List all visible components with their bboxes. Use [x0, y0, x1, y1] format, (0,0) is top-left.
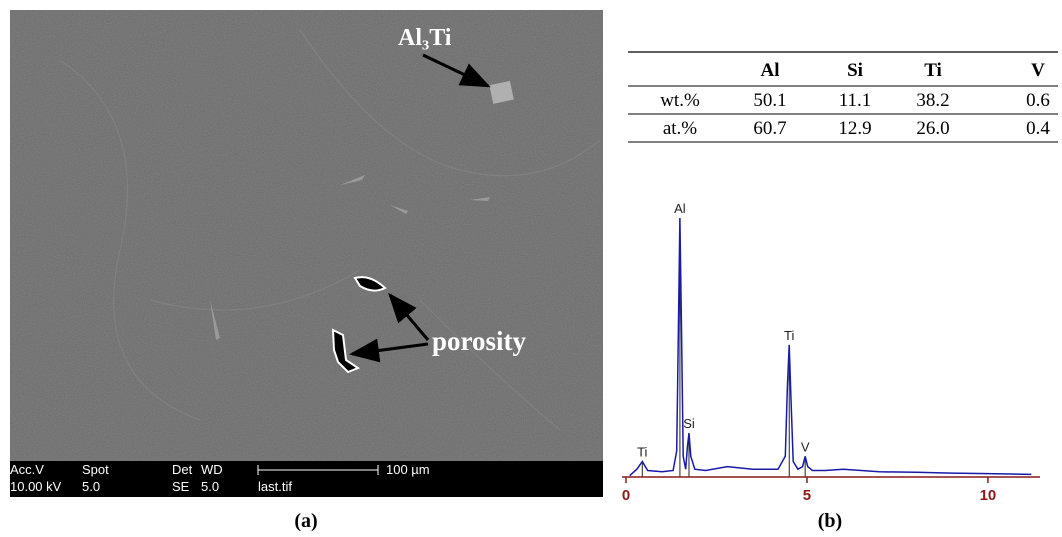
cell: 60.7: [753, 118, 786, 139]
info-value: last.tif: [258, 479, 292, 494]
info-label: Det: [172, 462, 193, 477]
cell: 12.9: [838, 118, 871, 139]
caption: (b): [818, 510, 842, 532]
info-label: Spot: [82, 462, 109, 477]
info-label: Acc.V: [10, 462, 44, 477]
peak-label: Ti: [784, 328, 794, 343]
particle-label: Al₃Ti: [398, 25, 452, 51]
column-header: V: [1031, 60, 1045, 81]
row-label: wt.%: [660, 90, 700, 111]
column-header: Si: [847, 60, 863, 81]
spectrum-line: [629, 217, 1032, 477]
x-tick-label: 10: [980, 487, 997, 504]
peak-label: V: [801, 439, 810, 454]
caption: (a): [294, 510, 317, 532]
eds-spectrum: Ti Al Si Ti V 0 5 10: [622, 201, 1040, 504]
info-label: WD: [201, 462, 223, 477]
x-tick-label: 5: [803, 487, 811, 504]
peak-label: Ti: [637, 444, 647, 459]
info-value: 5.0: [82, 479, 100, 494]
row-label: at.%: [663, 118, 697, 139]
x-tick-label: 0: [622, 487, 630, 504]
scale-bar-label: 100 µm: [386, 462, 430, 477]
cell: 26.0: [916, 118, 949, 139]
peak-label: Al: [674, 201, 686, 216]
info-value: 10.00 kV: [10, 479, 62, 494]
sem-image: Al₃Ti porosity Acc.V Spot Det WD 10.00 k…: [10, 10, 603, 497]
cell: 38.2: [916, 90, 949, 111]
porosity-label: porosity: [432, 326, 527, 356]
cell: 50.1: [753, 90, 786, 111]
composition-table: Al Si Ti Vwt.% 50.1 11.1 38.2 0.6 at.% 60.7 12.9 26…: [628, 51, 1058, 143]
column-header: Ti: [924, 60, 942, 81]
column-header: Al: [761, 60, 780, 81]
info-value: 5.0: [201, 479, 219, 494]
cell: 0.6: [1026, 90, 1050, 111]
cell: 0.4: [1026, 118, 1050, 139]
peak-label: Si: [683, 416, 695, 431]
cell: 11.1: [839, 90, 872, 111]
info-value: SE: [172, 479, 190, 494]
